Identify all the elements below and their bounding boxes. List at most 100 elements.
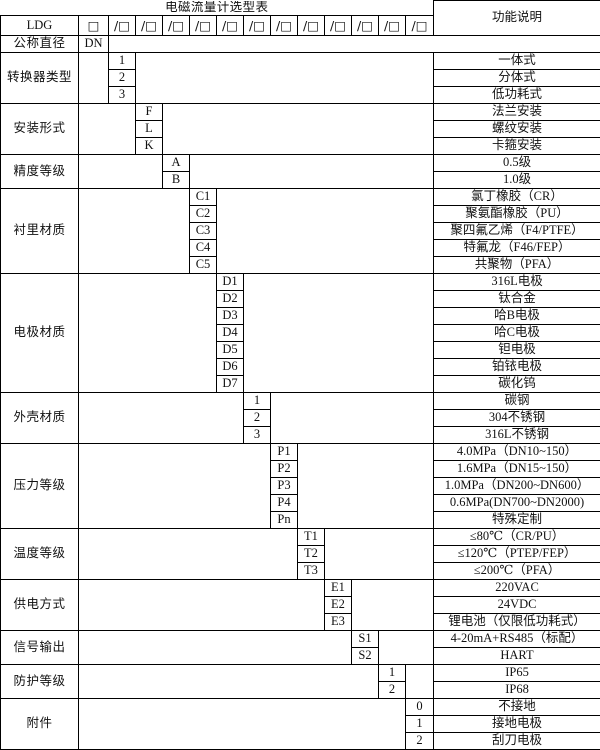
model-box-9[interactable]: /□: [325, 16, 352, 36]
model-box-12[interactable]: /□: [406, 16, 434, 36]
code-温度等级-T2[interactable]: T2: [298, 546, 325, 563]
code-电极材质-D4[interactable]: D4: [217, 325, 244, 342]
code-温度等级-T1[interactable]: T1: [298, 529, 325, 546]
spacer-left: [79, 529, 298, 546]
code-附件-2[interactable]: 2: [406, 733, 434, 750]
spacer-right: [244, 359, 434, 376]
code-电极材质-D7[interactable]: D7: [217, 376, 244, 393]
model-box-3[interactable]: /□: [163, 16, 190, 36]
description-9-0: 220VAC: [434, 580, 600, 597]
model-box-10[interactable]: /□: [352, 16, 379, 36]
model-box-7[interactable]: /□: [271, 16, 298, 36]
model-box-11[interactable]: /□: [379, 16, 406, 36]
code-衬里材质-C2[interactable]: C2: [190, 206, 217, 223]
model-box-2[interactable]: /□: [136, 16, 163, 36]
table-row: T2≤120℃（PTEP/FEP）: [1, 546, 600, 563]
code-安装形式-K[interactable]: K: [136, 138, 163, 155]
row-label-6: 外壳材质: [1, 393, 79, 444]
spacer-left: [79, 546, 298, 563]
table-row: T3≤200℃（PFA）: [1, 563, 600, 580]
spacer-right: [217, 257, 434, 274]
code-精度等级-B[interactable]: B: [163, 172, 190, 189]
code-衬里材质-C3[interactable]: C3: [190, 223, 217, 240]
spacer-right: [244, 308, 434, 325]
code-安装形式-F[interactable]: F: [136, 104, 163, 121]
spacer-left: [79, 155, 163, 172]
description-10-1: HART: [434, 648, 600, 665]
spacer-left: [79, 665, 379, 682]
description-11-0: IP65: [434, 665, 600, 682]
code-附件-1[interactable]: 1: [406, 716, 434, 733]
row-label-1: 转换器类型: [1, 53, 79, 104]
spacer-left: [79, 257, 190, 274]
code-压力等级-P3[interactable]: P3: [271, 478, 298, 495]
code-电极材质-D6[interactable]: D6: [217, 359, 244, 376]
spacer-right: [190, 172, 434, 189]
code-安装形式-L[interactable]: L: [136, 121, 163, 138]
model-box-8[interactable]: /□: [298, 16, 325, 36]
code-转换器类型-1[interactable]: 1: [109, 53, 136, 70]
dn-label: DN: [79, 36, 109, 53]
code-供电方式-E3[interactable]: E3: [325, 614, 352, 631]
code-信号输出-S1[interactable]: S1: [352, 631, 379, 648]
model-box-6[interactable]: /□: [244, 16, 271, 36]
code-转换器类型-2[interactable]: 2: [109, 70, 136, 87]
code-压力等级-Pn[interactable]: Pn: [271, 512, 298, 529]
code-供电方式-E1[interactable]: E1: [325, 580, 352, 597]
code-衬里材质-C4[interactable]: C4: [190, 240, 217, 257]
code-压力等级-P2[interactable]: P2: [271, 461, 298, 478]
model-box-5[interactable]: /□: [217, 16, 244, 36]
code-防护等级-2[interactable]: 2: [379, 682, 406, 699]
code-外壳材质-1[interactable]: 1: [244, 393, 271, 410]
spacer-left: [79, 206, 190, 223]
spacer-right: [217, 206, 434, 223]
code-附件-0[interactable]: 0: [406, 699, 434, 716]
spacer-left: [79, 325, 217, 342]
code-精度等级-A[interactable]: A: [163, 155, 190, 172]
code-衬里材质-C5[interactable]: C5: [190, 257, 217, 274]
code-外壳材质-3[interactable]: 3: [244, 427, 271, 444]
code-温度等级-T3[interactable]: T3: [298, 563, 325, 580]
code-转换器类型-3[interactable]: 3: [109, 87, 136, 104]
table-row: S2 HART: [1, 648, 600, 665]
code-防护等级-1[interactable]: 1: [379, 665, 406, 682]
code-电极材质-D1[interactable]: D1: [217, 274, 244, 291]
spacer-left: [79, 342, 217, 359]
code-信号输出-S2[interactable]: S2: [352, 648, 379, 665]
spacer-left: [79, 104, 136, 121]
code-电极材质-D3[interactable]: D3: [217, 308, 244, 325]
spacer-left: [79, 495, 271, 512]
model-box-4[interactable]: /□: [190, 16, 217, 36]
model-box-0[interactable]: □: [79, 16, 109, 36]
model-box-1[interactable]: /□: [109, 16, 136, 36]
code-供电方式-E2[interactable]: E2: [325, 597, 352, 614]
row-label-0: 公称直径: [1, 36, 79, 53]
code-电极材质-D5[interactable]: D5: [217, 342, 244, 359]
code-衬里材质-C1[interactable]: C1: [190, 189, 217, 206]
spacer-right: [163, 121, 434, 138]
spacer-right: [244, 376, 434, 393]
code-压力等级-P4[interactable]: P4: [271, 495, 298, 512]
spacer-left: [79, 461, 271, 478]
code-电极材质-D2[interactable]: D2: [217, 291, 244, 308]
table-row: 公称直径DN10-2000: [1, 36, 600, 53]
description-12-0: 不接地: [434, 699, 600, 716]
code-外壳材质-2[interactable]: 2: [244, 410, 271, 427]
description-2-2: 卡箍安装: [434, 138, 600, 155]
row-label-12: 附件: [1, 699, 79, 750]
code-压力等级-P1[interactable]: P1: [271, 444, 298, 461]
